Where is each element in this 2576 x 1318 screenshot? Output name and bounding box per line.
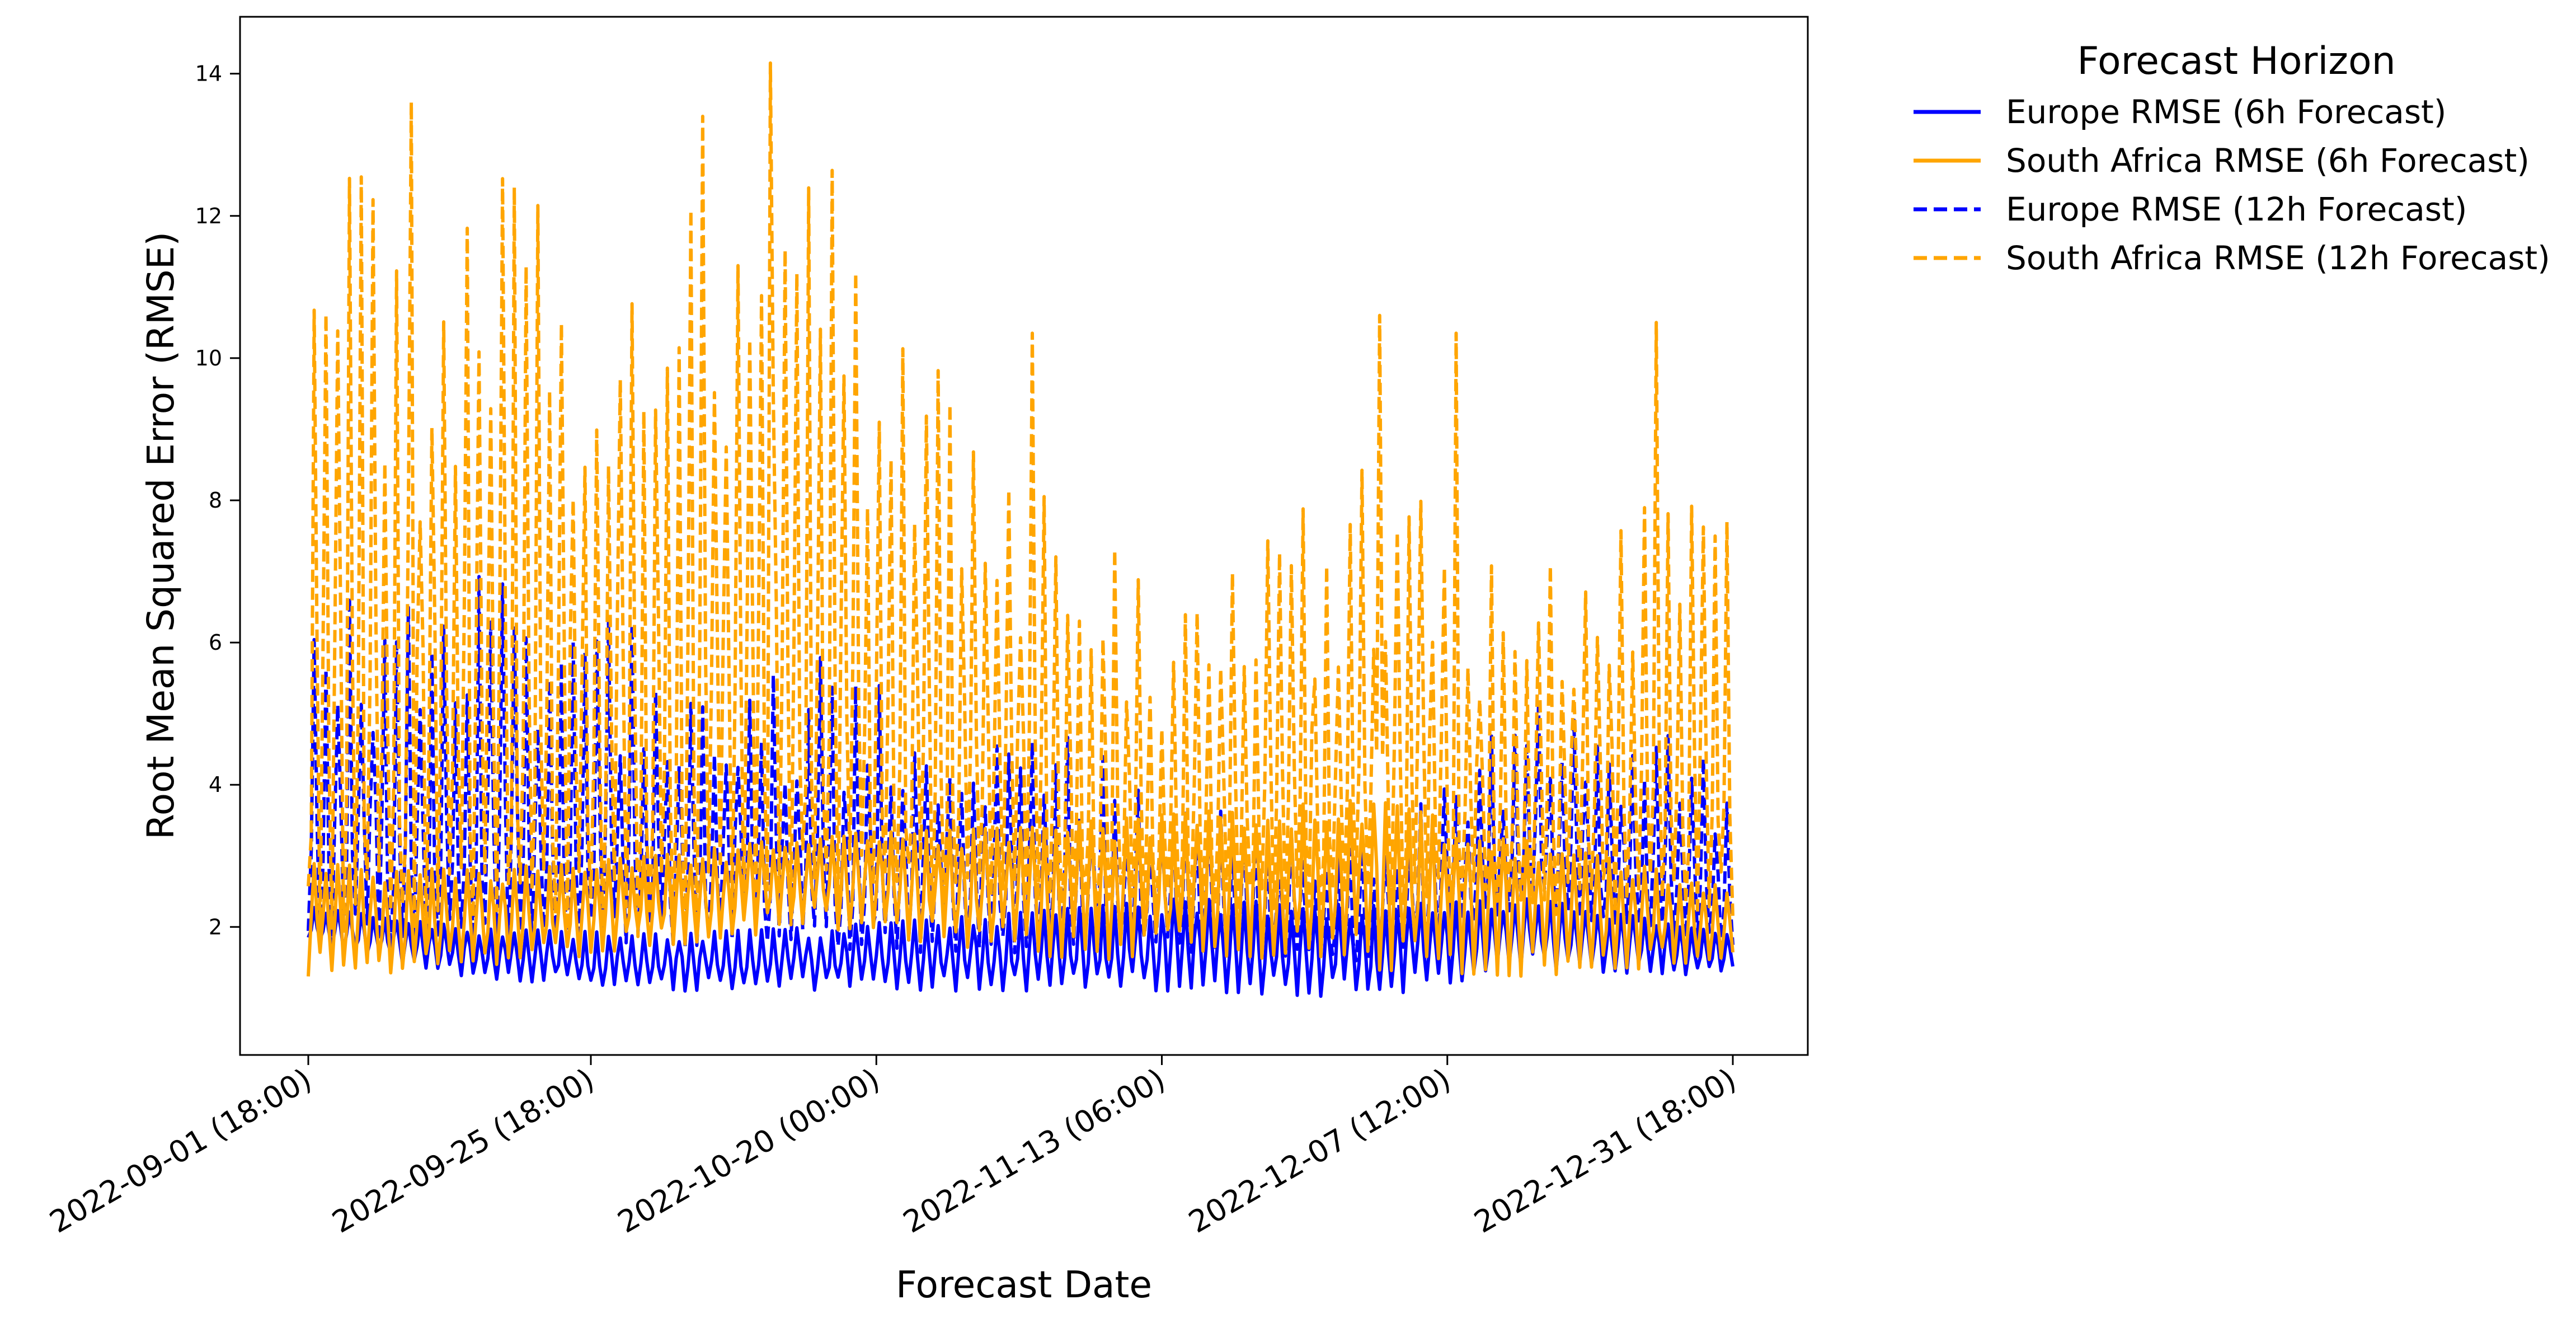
series-line-1 [307, 799, 1734, 978]
legend-title: Forecast Horizon [2077, 39, 2395, 83]
y-axis: 2 4 6 8 10 12 14 [195, 62, 240, 939]
series-layer [307, 61, 1734, 998]
legend-entry-label: Europe RMSE (6h Forecast) [2006, 93, 2446, 131]
y-tick-label: 10 [195, 346, 222, 370]
y-tick-label: 4 [209, 772, 222, 797]
legend-entry-label: South Africa RMSE (6h Forecast) [2006, 142, 2530, 180]
y-tick-label: 12 [195, 204, 222, 228]
legend-entry-label: Europe RMSE (12h Forecast) [2006, 190, 2467, 228]
legend-items: Europe RMSE (6h Forecast) South Africa RM… [1914, 93, 2550, 277]
y-tick-label: 2 [209, 914, 222, 939]
y-tick-label: 8 [209, 488, 222, 513]
legend: Forecast Horizon Europe RMSE (6h Forecas… [1914, 39, 2550, 277]
legend-entry-label: South Africa RMSE (12h Forecast) [2006, 239, 2550, 277]
y-tick-label: 14 [195, 62, 222, 86]
y-axis-label: Root Mean Squared Error (RMSE) [139, 232, 182, 839]
y-tick-label: 6 [209, 630, 222, 655]
series-line-3 [307, 61, 1734, 942]
plot-frame [239, 16, 1809, 1056]
x-axis-label: Forecast Date [896, 1263, 1152, 1306]
